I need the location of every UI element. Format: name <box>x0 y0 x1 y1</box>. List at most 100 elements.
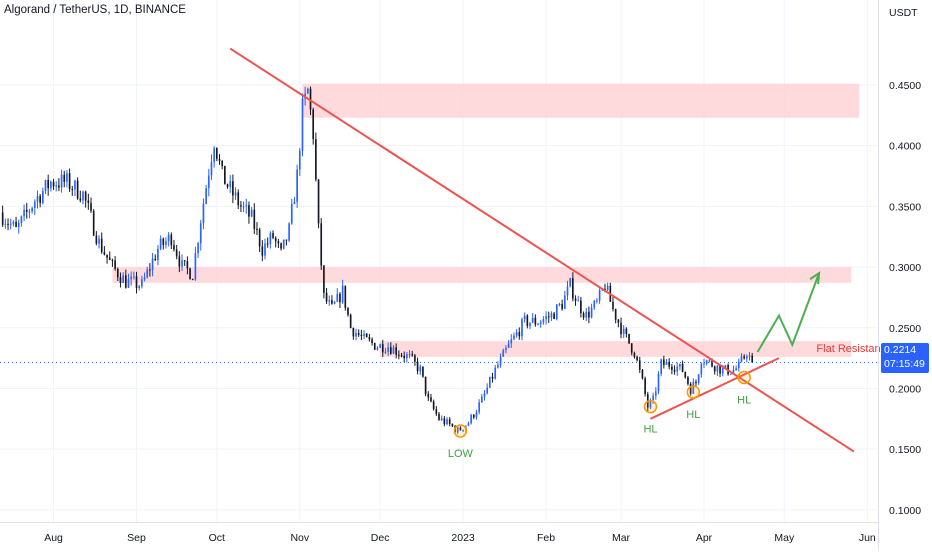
candle-body <box>154 258 157 261</box>
candle-body <box>146 269 149 278</box>
time-tick-label: Apr <box>696 532 713 544</box>
candle-body <box>563 295 566 309</box>
candle-body <box>173 245 175 250</box>
projection-arrow[interactable] <box>756 272 821 353</box>
candle-body <box>360 334 363 336</box>
price-tick-label: 0.4000 <box>889 141 921 153</box>
candle-body <box>531 317 534 323</box>
trendline[interactable] <box>650 357 780 420</box>
candle-body <box>333 301 336 304</box>
candle-body <box>381 344 384 353</box>
candle-body <box>229 181 232 187</box>
candle-body <box>529 322 531 326</box>
candle-body <box>296 169 298 202</box>
candle-body <box>293 201 296 205</box>
candle-body <box>143 277 146 280</box>
candle-body <box>716 365 719 372</box>
candle-body <box>28 211 31 213</box>
candle-body <box>384 351 387 353</box>
candle-body <box>657 373 660 392</box>
candle-body <box>298 150 301 170</box>
candle-body <box>234 192 237 196</box>
candle-body <box>55 185 58 187</box>
price-tick-label: 0.3000 <box>889 262 921 274</box>
candle-body <box>732 370 735 374</box>
pivot-circle[interactable] <box>737 370 751 385</box>
candle-body <box>456 427 459 433</box>
candle-body <box>264 243 266 256</box>
candle-body <box>224 165 226 185</box>
candle-body <box>63 174 66 182</box>
candle-body <box>746 356 748 359</box>
candle-body <box>349 314 352 329</box>
candle-body <box>376 347 379 350</box>
candle-body <box>133 276 135 278</box>
candle-body <box>269 233 272 244</box>
candle-body <box>68 173 71 190</box>
candle-body <box>620 322 622 335</box>
time-tick-label: Jun <box>859 532 876 544</box>
pivot-circle[interactable] <box>453 424 468 438</box>
candle-body <box>689 383 692 394</box>
candle-body <box>288 223 290 241</box>
candle-body <box>237 192 240 206</box>
candle-body <box>748 355 751 357</box>
candle-body <box>472 414 475 418</box>
resistance-zones <box>112 83 860 357</box>
candle-body <box>740 356 743 362</box>
candle-body <box>309 88 312 110</box>
candle-body <box>398 354 400 356</box>
candle-body <box>606 285 609 291</box>
candle-body <box>411 354 414 356</box>
time-tick-label: Aug <box>44 532 63 544</box>
candle-body <box>700 363 703 375</box>
candle-body <box>491 376 494 379</box>
interval-label[interactable]: 1D <box>113 4 129 16</box>
candle-body <box>513 335 515 340</box>
candle-body <box>443 418 446 425</box>
pivot-circle[interactable] <box>686 385 701 399</box>
candle-body <box>178 256 181 267</box>
candle-body <box>47 180 50 189</box>
trendline[interactable] <box>229 47 855 453</box>
pivot-circle[interactable] <box>643 399 658 414</box>
candle-body <box>215 147 218 159</box>
candle-body <box>280 243 282 249</box>
last-price-tag: 0.2214 07:15:49 <box>881 343 929 373</box>
candle-body <box>312 109 315 140</box>
candle-body <box>12 221 15 224</box>
time-axis: Aug Sep Oct Nov Dec 2023 Feb Mar Apr May Jun <box>0 522 878 544</box>
candle-body <box>232 181 234 196</box>
candle-body <box>497 364 499 368</box>
candle-body <box>17 222 20 227</box>
candle-body <box>149 269 151 271</box>
price-tick-label: 0.1500 <box>889 444 921 456</box>
candle-body <box>253 209 256 229</box>
candle-body <box>245 205 248 207</box>
candle-body <box>79 198 82 201</box>
candle-body <box>446 419 448 425</box>
candle-body <box>505 347 507 351</box>
resistance-zone[interactable] <box>302 83 860 118</box>
candle-body <box>108 257 111 260</box>
candle-body <box>1 212 4 225</box>
symbol-title[interactable]: Algorand / TetherUS, 1D, BINANCE <box>4 4 186 16</box>
resistance-zone[interactable] <box>112 267 852 283</box>
resistance-zone[interactable] <box>380 341 852 357</box>
candle-body <box>60 174 63 188</box>
candle-body <box>459 427 462 431</box>
zone-annotation: Flat Resistant <box>816 343 883 355</box>
candle-body <box>272 233 274 238</box>
candle-body <box>521 319 523 337</box>
candle-body <box>577 300 580 302</box>
candle-body <box>103 252 106 255</box>
candle-body <box>451 423 454 427</box>
candle-body <box>494 367 497 379</box>
candle-body <box>258 229 261 247</box>
candle-body <box>708 360 711 362</box>
candle-body <box>33 201 36 208</box>
candle-body <box>90 203 92 211</box>
candle-body <box>427 393 430 398</box>
